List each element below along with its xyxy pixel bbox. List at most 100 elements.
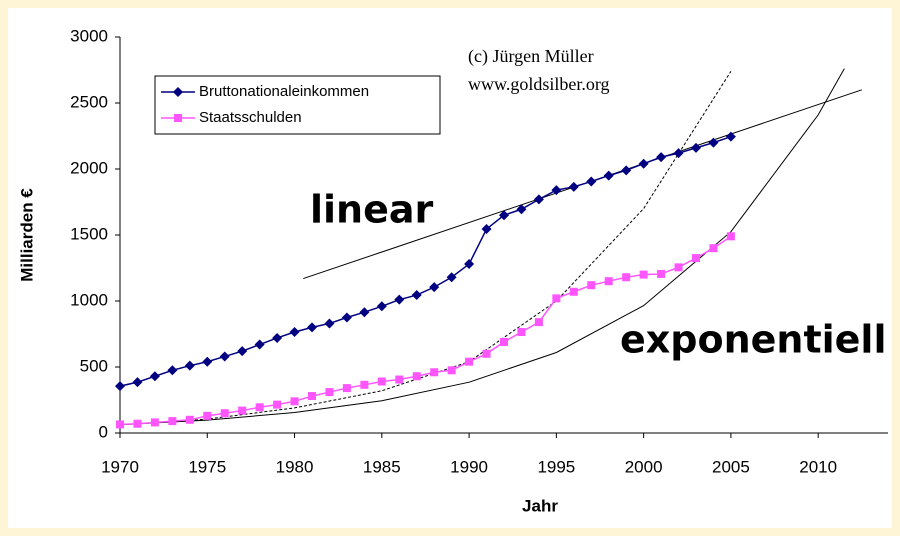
x-tick-label: 1995 — [537, 457, 575, 476]
marker — [149, 371, 160, 382]
marker — [394, 294, 405, 305]
marker — [325, 388, 334, 397]
marker — [533, 194, 544, 205]
marker — [377, 377, 386, 386]
marker — [657, 269, 666, 278]
marker — [360, 380, 369, 389]
marker — [603, 170, 614, 181]
x-tick-label: 1970 — [101, 457, 139, 476]
marker — [725, 131, 736, 142]
marker — [446, 272, 457, 283]
marker — [673, 148, 684, 159]
marker — [395, 375, 404, 384]
marker — [587, 281, 596, 290]
marker — [202, 356, 213, 367]
marker — [238, 406, 247, 415]
x-tick-label: 1980 — [276, 457, 314, 476]
legend-label: Staatsschulden — [199, 109, 302, 126]
marker — [674, 263, 683, 272]
x-tick-label: 2005 — [712, 457, 750, 476]
marker — [516, 204, 527, 215]
marker — [272, 332, 283, 343]
y-tick-label: 1500 — [70, 224, 108, 243]
marker — [429, 282, 440, 293]
x-tick-label: 2010 — [799, 457, 837, 476]
marker — [115, 381, 125, 392]
x-tick-label: 1985 — [363, 457, 401, 476]
marker — [173, 87, 183, 97]
marker — [517, 328, 526, 337]
y-tick-label: 500 — [80, 356, 108, 375]
marker — [622, 273, 631, 282]
marker — [412, 372, 421, 381]
x-axis-label: Jahr — [522, 496, 558, 515]
y-tick-label: 1000 — [70, 290, 108, 309]
marker — [203, 411, 212, 420]
marker — [167, 365, 178, 376]
marker — [691, 142, 701, 153]
marker — [341, 312, 352, 323]
marker — [481, 224, 492, 235]
marker — [324, 318, 335, 329]
marker — [237, 346, 248, 357]
x-tick-label: 1975 — [188, 457, 226, 476]
marker — [692, 254, 700, 263]
marker — [273, 400, 282, 409]
marker — [255, 403, 264, 412]
marker — [430, 368, 439, 377]
marker — [638, 158, 649, 169]
y-tick-label: 2000 — [70, 158, 108, 177]
marker — [464, 259, 475, 270]
legend-label: Bruttonationaleinkommen — [199, 83, 369, 100]
marker — [447, 366, 456, 375]
marker — [289, 327, 300, 338]
trend-line — [119, 68, 845, 426]
marker — [726, 232, 735, 241]
marker — [254, 339, 265, 350]
marker — [586, 176, 597, 187]
marker — [656, 152, 667, 163]
annotation: www.goldsilber.org — [468, 74, 610, 94]
marker — [411, 290, 422, 301]
y-axis-label: Milliarden € — [17, 188, 36, 282]
marker — [552, 294, 561, 303]
marker — [568, 181, 579, 192]
legend-box — [154, 75, 441, 135]
marker — [132, 377, 143, 388]
marker — [551, 185, 562, 196]
marker — [308, 392, 316, 401]
marker — [307, 322, 317, 333]
marker — [184, 360, 195, 371]
chart-area — [8, 8, 892, 528]
marker — [376, 301, 387, 312]
marker — [116, 420, 124, 429]
x-tick-label: 2000 — [625, 457, 663, 476]
marker — [465, 357, 474, 366]
x-tick-label: 1990 — [450, 457, 488, 476]
marker — [708, 137, 719, 148]
marker — [569, 287, 578, 296]
marker — [290, 397, 299, 406]
marker — [342, 384, 351, 393]
marker — [639, 270, 648, 279]
y-tick-label: 3000 — [70, 26, 108, 45]
marker — [499, 210, 509, 221]
annotation: linear — [310, 188, 434, 232]
marker — [174, 114, 182, 122]
marker — [185, 415, 194, 424]
marker — [359, 307, 370, 318]
marker — [482, 349, 491, 358]
annotation: exponentiell — [620, 318, 886, 362]
annotation: (c) Jürgen Müller — [468, 46, 594, 67]
marker — [133, 419, 142, 428]
y-tick-label: 0 — [99, 422, 108, 441]
marker — [500, 337, 508, 346]
marker — [168, 417, 177, 426]
marker — [220, 409, 229, 418]
marker — [150, 418, 159, 427]
marker — [219, 351, 230, 362]
marker — [604, 277, 613, 286]
marker — [534, 318, 543, 327]
marker — [709, 244, 718, 253]
